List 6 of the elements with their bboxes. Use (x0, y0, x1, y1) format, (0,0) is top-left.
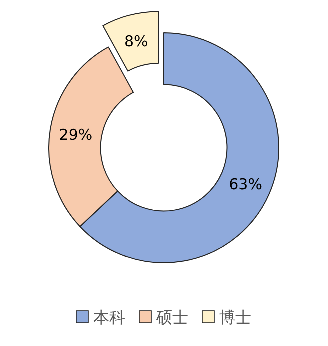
data-label: 63% (229, 175, 262, 194)
data-label: 29% (59, 126, 93, 144)
legend-label: 本科 (94, 308, 126, 327)
legend-label: 博士 (220, 308, 252, 327)
legend-label: 硕士 (156, 308, 188, 327)
data-label: 8% (124, 32, 148, 50)
